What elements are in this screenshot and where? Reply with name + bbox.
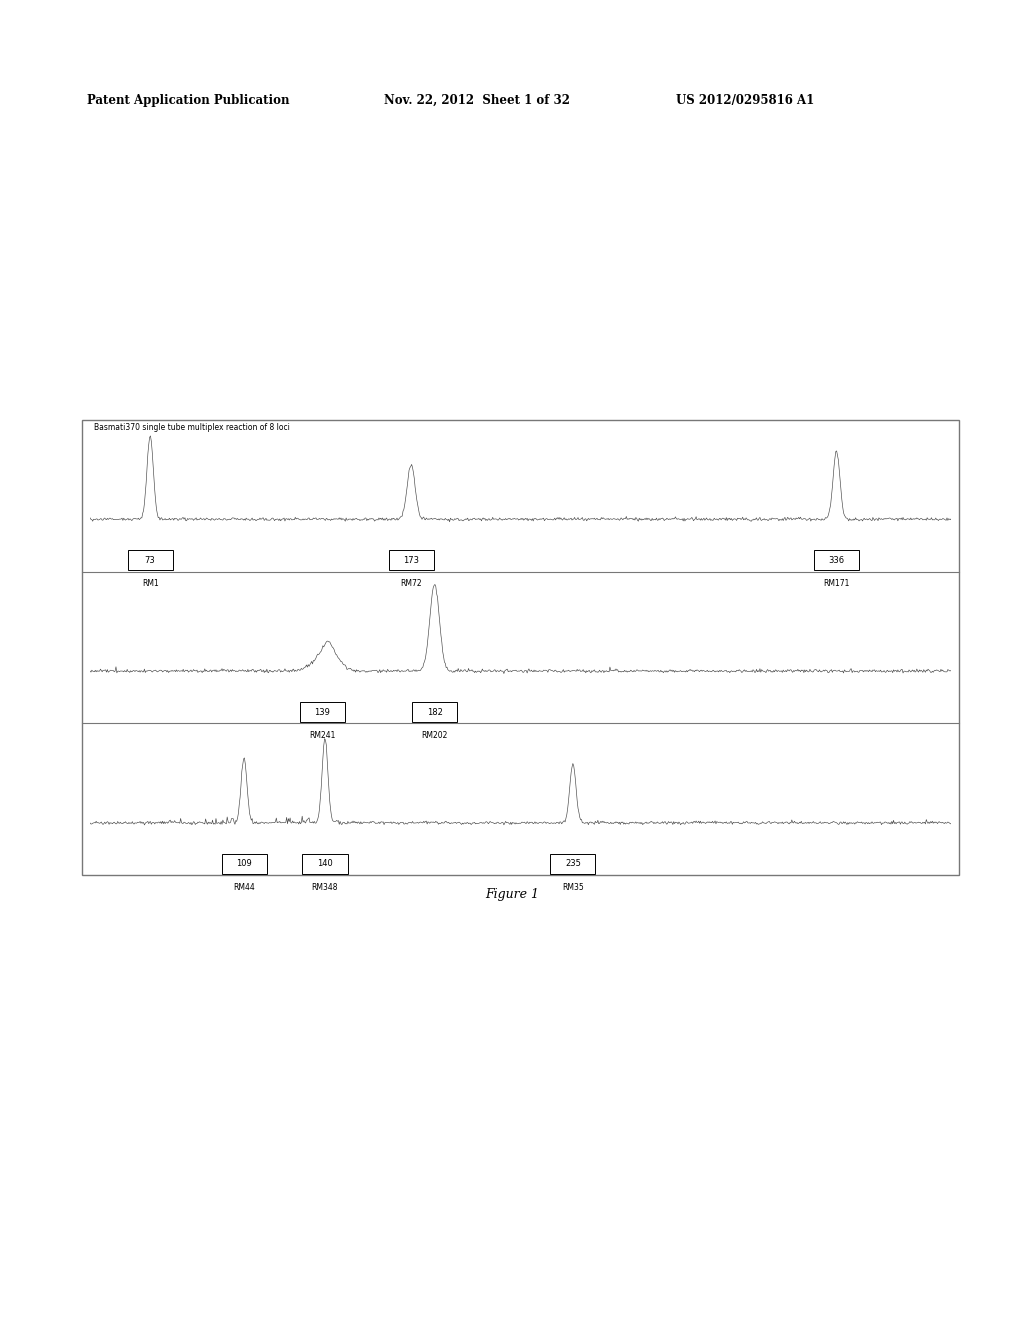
Text: 73: 73 [144,556,156,565]
Text: 139: 139 [314,708,331,717]
Text: 173: 173 [403,556,419,565]
Text: 182: 182 [427,708,442,717]
Text: RM202: RM202 [422,731,447,741]
Text: RM35: RM35 [562,883,584,892]
Text: RM348: RM348 [311,883,338,892]
Text: Nov. 22, 2012  Sheet 1 of 32: Nov. 22, 2012 Sheet 1 of 32 [384,94,570,107]
Text: RM1: RM1 [141,579,159,589]
Text: 109: 109 [237,859,252,869]
Text: RM171: RM171 [823,579,850,589]
Text: RM241: RM241 [309,731,336,741]
Text: RM44: RM44 [233,883,255,892]
Text: RM72: RM72 [400,579,422,589]
Text: Basmati370 single tube multiplex reaction of 8 loci: Basmati370 single tube multiplex reactio… [94,422,290,432]
Text: Patent Application Publication: Patent Application Publication [87,94,290,107]
Text: 235: 235 [565,859,581,869]
Text: 336: 336 [828,556,845,565]
Text: 140: 140 [317,859,333,869]
Text: US 2012/0295816 A1: US 2012/0295816 A1 [676,94,814,107]
Text: Figure 1: Figure 1 [485,888,539,902]
